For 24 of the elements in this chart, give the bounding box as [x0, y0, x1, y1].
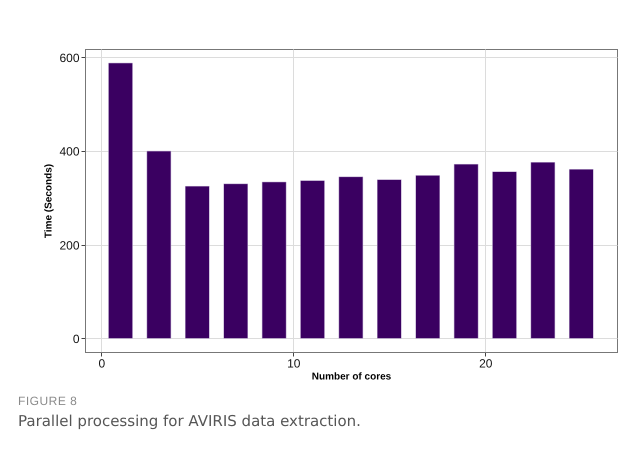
bar: [415, 175, 440, 339]
bar: [262, 182, 286, 339]
bar: [569, 169, 594, 339]
bar: [530, 162, 556, 339]
bar: [108, 62, 133, 339]
text: Parallel processing for AVIRIS data extraction.: [18, 412, 362, 430]
y-tick-label: 600: [59, 50, 80, 65]
x-tick-label: 0: [98, 356, 106, 370]
bar: [223, 184, 248, 339]
bar: [492, 171, 517, 339]
x-axis-title: Number of cores: [312, 372, 392, 382]
bar: [146, 150, 172, 339]
x-tick-label: 20: [479, 356, 493, 370]
bar: [377, 179, 402, 339]
bar: [454, 164, 478, 339]
bar: [185, 186, 210, 339]
y-tick-label: 0: [72, 332, 80, 346]
bar: [300, 180, 325, 339]
y-tick-label: 200: [59, 238, 80, 252]
y-axis-title: Time (Seconds): [43, 164, 54, 238]
bar: [338, 176, 364, 339]
y-tick-label: 400: [59, 144, 80, 159]
x-tick-label: 10: [287, 356, 301, 370]
caption: FIGURE 8: [18, 394, 78, 408]
